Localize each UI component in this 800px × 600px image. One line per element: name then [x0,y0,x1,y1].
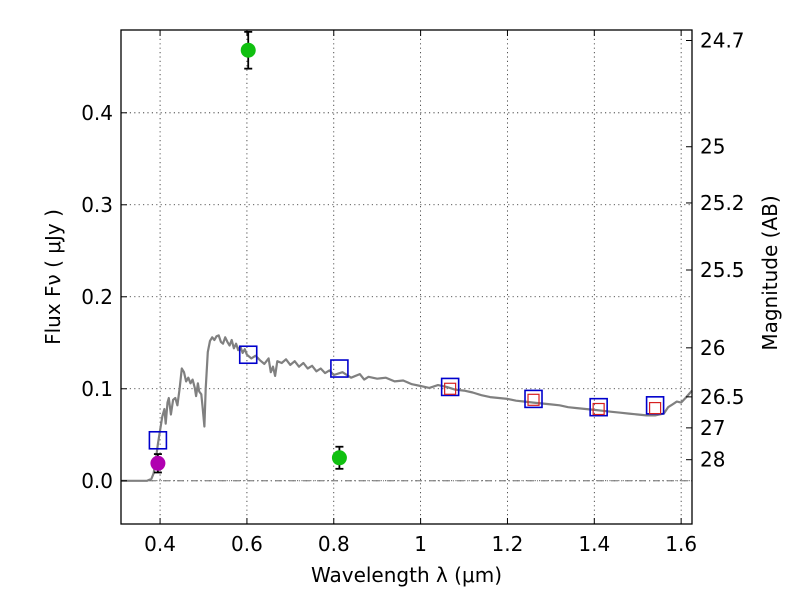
x-tick-label: 1.2 [492,532,524,556]
right-tick-label: 25.5 [700,258,745,282]
y-tick-label: 0.4 [81,101,113,125]
model-photometry-square [330,359,349,378]
ticks-layer: 0.4 0.6 0.8 1 1.2 1.4 1.6 0.0 0.1 0.2 0.3 0.4 24.7 25… [81,28,744,556]
right-axis-title: Magnitude (AB) [758,195,782,350]
x-tick-label: 1 [414,532,427,556]
right-tick-label: 25 [700,135,725,159]
x-tick-label: 0.4 [144,532,176,556]
y-tick-label: 0.3 [81,193,113,217]
observed-photometry-square [592,402,605,416]
y-tick-label: 0.1 [81,377,113,401]
observed-photometry-square [444,382,457,395]
photometry-point [331,450,347,466]
observed-photometry-square [527,393,540,406]
y-tick-label: 0.2 [81,285,113,309]
photometry-point [150,455,166,471]
right-tick-label: 25.2 [700,191,745,215]
series-layer [121,30,693,482]
model-photometry-square [589,397,608,417]
observed-photometry-square [648,401,662,415]
model-photometry-square [148,430,168,450]
x-tick-label: 1.6 [665,532,697,556]
model-photometry-square [440,377,460,397]
right-tick-label: 24.7 [700,28,745,52]
photometry-point [240,42,256,58]
model-photometry-square [524,389,543,409]
model-photometry-square [238,345,258,365]
plot-frame [120,29,693,525]
grid-layer [121,30,692,524]
x-tick-label: 0.8 [318,532,350,556]
right-tick-label: 28 [700,448,725,472]
y-tick-label: 0.0 [81,469,113,493]
right-tick-label: 26.5 [700,385,745,409]
x-tick-label: 1.4 [578,532,610,556]
right-tick-label: 26 [700,336,725,360]
right-tick-label: 27 [700,416,725,440]
x-axis-title: Wavelength λ (μm) [311,563,502,587]
x-tick-label: 0.6 [231,532,263,556]
sed-model-line [121,334,693,482]
y-axis-title: Flux Fν ( μJy ) [41,209,65,345]
